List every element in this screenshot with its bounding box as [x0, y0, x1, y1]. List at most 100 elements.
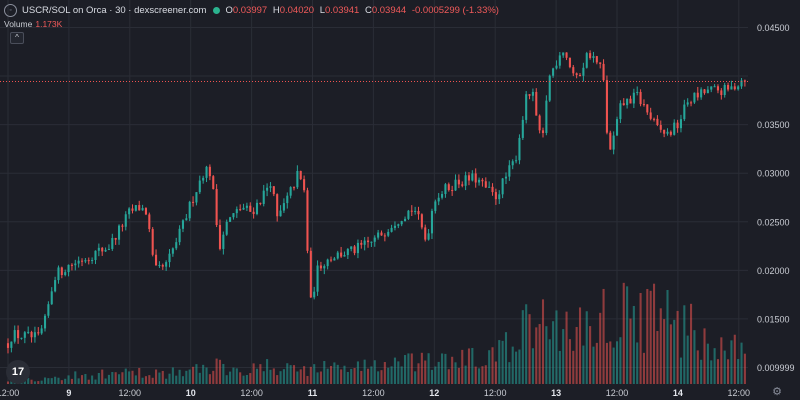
volume-bar [474, 366, 477, 384]
candle-body [47, 304, 50, 316]
candle-body [380, 232, 383, 236]
volume-bar [727, 359, 730, 384]
volume-bar [252, 363, 255, 384]
volume-legend: Volume 1.173K [4, 19, 62, 29]
candle-body [397, 224, 400, 226]
settings-button[interactable]: ⚙ [771, 386, 783, 398]
volume-bar [97, 372, 100, 384]
volume-bar [60, 380, 63, 384]
gear-icon: ⚙ [772, 386, 782, 398]
candle-body [387, 231, 390, 236]
candle-body [67, 264, 70, 273]
volume-bar [720, 337, 723, 384]
volume-bars [6, 282, 746, 384]
collapse-legend-button[interactable]: ^ [10, 32, 24, 44]
candle-body [104, 249, 107, 252]
tradingview-logo[interactable]: 17 [6, 360, 30, 384]
price-tick-label: 0.03000 [757, 169, 790, 179]
candle-body [558, 55, 561, 66]
volume-bar [232, 367, 235, 384]
volume-bar [552, 321, 555, 384]
candle-body [299, 170, 302, 180]
candle-body [605, 80, 608, 133]
volume-bar [639, 292, 642, 384]
candle-body [326, 259, 329, 267]
candle-body [663, 129, 666, 134]
volume-bar [441, 353, 444, 384]
volume-bar [521, 310, 524, 384]
candle-body [158, 264, 161, 266]
candle-body [666, 131, 669, 134]
volume-bar [212, 370, 215, 384]
volume-bar [366, 368, 370, 384]
candle-body [404, 218, 407, 222]
candle-body [30, 331, 33, 338]
candle-body [266, 187, 269, 191]
price-axis[interactable]: 0.04500 0.03500 0.03000 0.02500 0.02000 0.015… [749, 0, 800, 400]
candle-body [323, 266, 326, 269]
volume-bar [393, 357, 396, 384]
candle-body [511, 161, 514, 166]
volume-bar [454, 362, 457, 384]
volume-bar [743, 353, 746, 384]
candle-body [319, 265, 322, 269]
volume-bar [626, 286, 629, 384]
candle-body [622, 103, 625, 106]
logo-text: 17 [11, 366, 25, 378]
candle-body [481, 179, 484, 182]
candle-body [400, 221, 403, 225]
candle-body [420, 214, 423, 228]
volume-bar [676, 310, 679, 384]
volume-bar [40, 380, 43, 384]
candle-body [138, 205, 141, 211]
candle-body [656, 118, 659, 126]
volume-bar [666, 290, 669, 384]
volume-bar [259, 364, 262, 384]
volume-bar [296, 371, 299, 384]
volume-bar [202, 364, 205, 384]
candle-body [292, 187, 296, 189]
volume-bar [185, 370, 188, 384]
candle-body [208, 166, 211, 177]
volume-bar [104, 378, 107, 384]
candle-body [504, 176, 508, 179]
volume-bar [595, 342, 598, 384]
volume-bar [578, 307, 582, 384]
candle-body [441, 194, 444, 198]
volume-bar [410, 353, 413, 384]
candle-body [262, 190, 265, 204]
volume-bar [272, 368, 275, 384]
volume-bar [659, 308, 662, 384]
candle-body [188, 201, 191, 219]
time-axis[interactable]: 12:00 9 12:00 10 12:00 11 12:00 12 12:00 13 12:00 1… [0, 388, 750, 398]
volume-bar [121, 372, 124, 384]
volume-bar [57, 377, 60, 384]
volume-bar [387, 367, 390, 384]
volume-bar [622, 282, 625, 384]
volume-bar [289, 365, 292, 384]
high-label: H [272, 4, 280, 16]
volume-bar [161, 370, 164, 384]
candle-body [679, 119, 683, 129]
pair-icon[interactable]: ◦ [4, 3, 17, 17]
candle-body [20, 337, 23, 339]
candle-body [521, 119, 524, 138]
volume-bar [360, 370, 363, 384]
volume-bar [710, 360, 713, 384]
volume-bar [615, 341, 619, 384]
time-tick-label: 12:00 [606, 388, 629, 398]
candle-body [447, 184, 450, 191]
volume-bar [353, 367, 356, 384]
volume-bar [255, 368, 259, 384]
candle-body [474, 173, 477, 183]
volume-bar [380, 370, 383, 384]
volume-bar [114, 372, 117, 384]
candle-body [703, 89, 706, 94]
time-tick-label: 13 [551, 388, 561, 398]
candle-body [343, 255, 346, 257]
volume-bar [467, 348, 471, 384]
candle-body [276, 194, 279, 217]
candle-body [303, 179, 306, 191]
